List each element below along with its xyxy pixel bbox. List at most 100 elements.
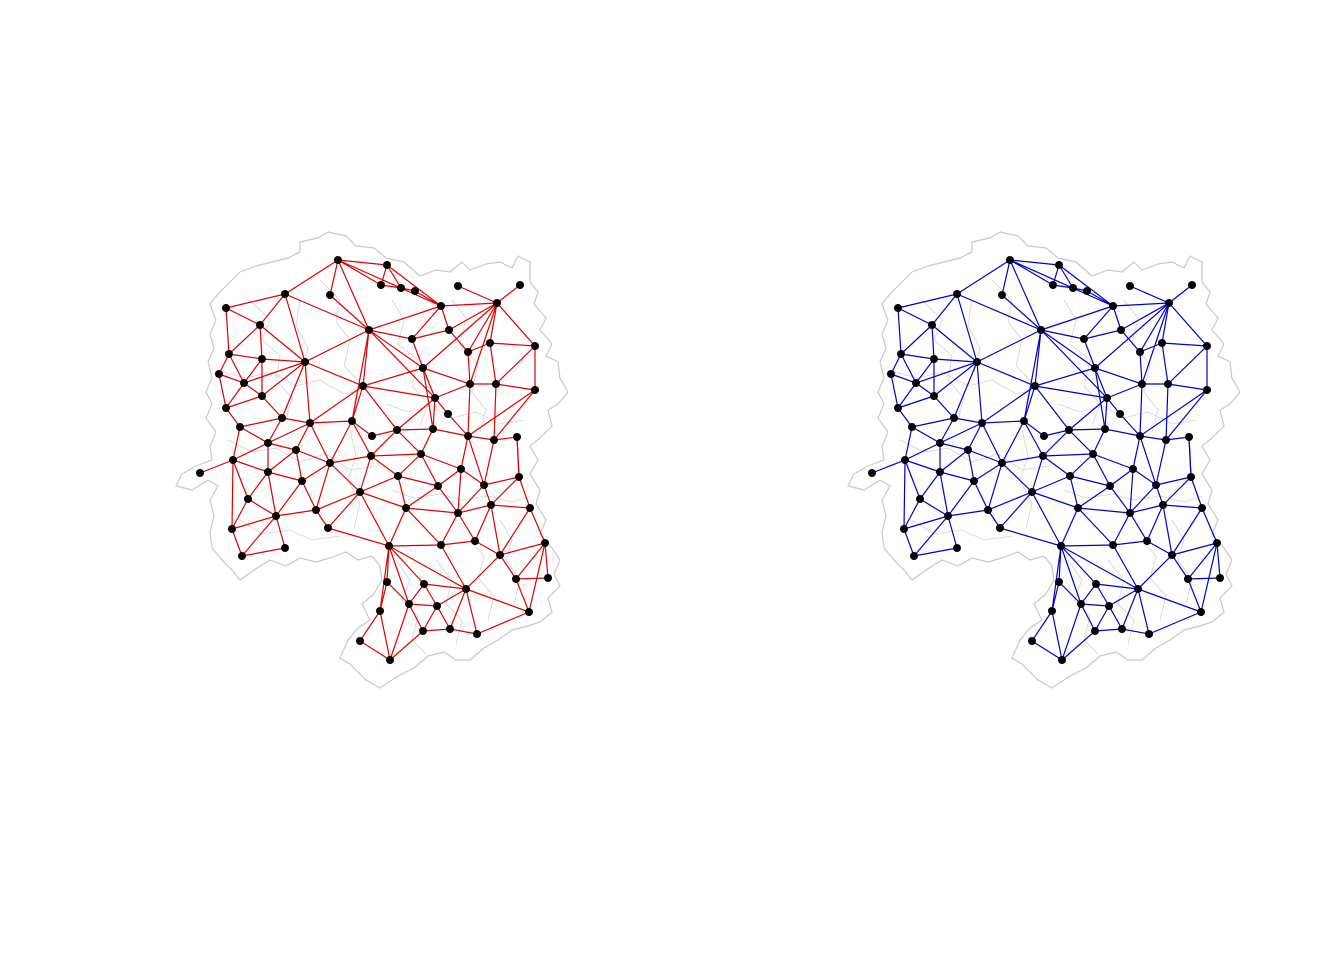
network-edge bbox=[1112, 544, 1139, 590]
region-boundary bbox=[847, 231, 1241, 689]
network-edge bbox=[337, 259, 442, 307]
network-edge bbox=[457, 484, 485, 514]
network-node bbox=[454, 509, 462, 517]
subregion-border bbox=[469, 539, 495, 621]
network-edge bbox=[267, 449, 297, 473]
network-edge bbox=[304, 361, 311, 424]
network-edge bbox=[490, 476, 520, 506]
network-edge bbox=[931, 324, 978, 363]
network-edge bbox=[1042, 455, 1071, 477]
network-edge bbox=[281, 361, 306, 419]
network-edge bbox=[359, 455, 372, 493]
network-node bbox=[222, 304, 230, 312]
network-edge bbox=[1023, 420, 1044, 457]
network-node bbox=[894, 404, 902, 412]
network-edge bbox=[467, 435, 495, 441]
network-edge bbox=[1139, 435, 1167, 441]
network-edge bbox=[976, 361, 1036, 387]
network-node bbox=[298, 477, 306, 485]
network-edge bbox=[1165, 383, 1169, 441]
network-edge bbox=[247, 498, 277, 517]
network-edge bbox=[1080, 583, 1097, 605]
network-edge bbox=[1129, 468, 1134, 514]
network-edge bbox=[467, 383, 471, 437]
network-edge bbox=[388, 545, 410, 605]
network-edge bbox=[1092, 428, 1106, 455]
network-edge bbox=[467, 435, 485, 486]
network-node bbox=[1158, 339, 1166, 347]
network-edge bbox=[1040, 305, 1114, 331]
network-edge bbox=[489, 342, 536, 347]
network-edge bbox=[939, 449, 969, 473]
network-edge bbox=[1068, 397, 1108, 431]
network-edge bbox=[939, 422, 983, 444]
network-edge bbox=[1061, 630, 1096, 661]
network-edge bbox=[1167, 345, 1208, 385]
network-edge bbox=[967, 422, 983, 451]
network-node bbox=[397, 284, 405, 292]
network-node bbox=[964, 446, 972, 454]
network-edge bbox=[489, 302, 498, 344]
network-edge bbox=[1023, 420, 1045, 437]
network-node bbox=[1069, 284, 1077, 292]
network-edge bbox=[327, 491, 361, 529]
network-node bbox=[462, 585, 470, 593]
network-edge bbox=[304, 329, 370, 363]
network-edge bbox=[423, 583, 438, 607]
network-edge bbox=[953, 361, 978, 419]
network-edge bbox=[1001, 294, 1042, 331]
network-edge bbox=[359, 491, 390, 547]
network-node bbox=[1143, 537, 1151, 545]
network-edge bbox=[386, 581, 410, 605]
network-edge bbox=[397, 453, 422, 477]
network-edge bbox=[967, 449, 975, 482]
network-node bbox=[930, 392, 938, 400]
network-node bbox=[215, 370, 223, 378]
network-node bbox=[1109, 541, 1117, 549]
network-edge bbox=[1129, 512, 1148, 542]
network-edge bbox=[440, 512, 459, 546]
network-edge bbox=[231, 459, 234, 530]
network-edge bbox=[359, 475, 399, 493]
network-edge bbox=[467, 302, 498, 353]
network-edge bbox=[218, 373, 227, 409]
network-node bbox=[258, 392, 266, 400]
network-node bbox=[496, 551, 504, 559]
network-edge bbox=[362, 385, 436, 399]
network-edge bbox=[496, 302, 536, 347]
right-map-panel bbox=[847, 231, 1241, 689]
network-edge bbox=[437, 485, 459, 514]
network-edge bbox=[1034, 385, 1108, 399]
network-edge bbox=[368, 305, 442, 331]
network-edge bbox=[239, 417, 283, 428]
network-node bbox=[264, 439, 272, 447]
network-edge bbox=[939, 471, 949, 517]
network-edge bbox=[515, 577, 549, 580]
network-node bbox=[196, 469, 204, 477]
network-edge bbox=[423, 583, 467, 590]
network-node bbox=[1164, 380, 1172, 388]
network-edge bbox=[939, 417, 955, 444]
network-edge bbox=[389, 630, 424, 661]
network-edge bbox=[267, 422, 311, 444]
network-edge bbox=[1031, 455, 1044, 493]
network-edge bbox=[1146, 504, 1164, 542]
network-node bbox=[512, 575, 520, 583]
network-edge bbox=[359, 640, 391, 661]
network-edge bbox=[1092, 453, 1111, 487]
network-edge bbox=[956, 293, 1042, 331]
network-node bbox=[1031, 382, 1039, 390]
network-node bbox=[1136, 432, 1144, 440]
network-node bbox=[429, 425, 437, 433]
network-edge bbox=[871, 459, 906, 474]
network-node bbox=[376, 607, 384, 615]
network-edge bbox=[474, 540, 501, 556]
network-edge bbox=[515, 542, 546, 580]
network-node bbox=[1162, 436, 1170, 444]
network-node bbox=[998, 291, 1006, 299]
network-node bbox=[258, 355, 266, 363]
network-node bbox=[486, 339, 494, 347]
network-edge bbox=[408, 603, 438, 607]
network-edge bbox=[1109, 485, 1131, 514]
